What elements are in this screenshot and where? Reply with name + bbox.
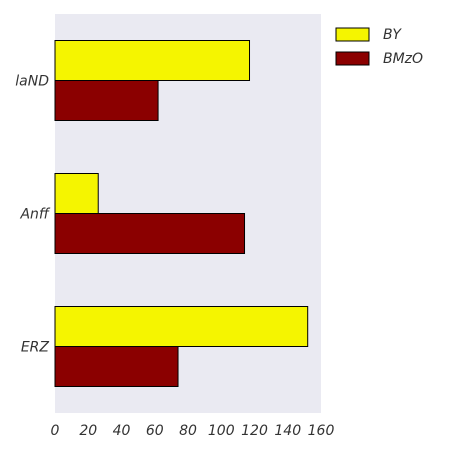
bar-by-land <box>54 40 251 81</box>
y-tick-label: ERZ <box>21 340 50 356</box>
legend-swatch <box>335 27 370 42</box>
y-tick-label: laND <box>15 74 49 90</box>
x-tick-labels: 0 20 40 60 80 100 120 140 160 <box>51 423 335 439</box>
legend: BY BMzO <box>335 27 423 67</box>
x-tick-label: 40 <box>113 423 131 439</box>
bar-bmzo-land <box>54 80 159 121</box>
bar-bmzo-erz <box>54 346 179 387</box>
x-tick-label: 120 <box>241 423 268 439</box>
bar-by-anff <box>54 173 99 214</box>
y-tick-labels: laND Anff ERZ <box>15 74 51 356</box>
bar-bmzo-anff <box>54 213 246 254</box>
legend-swatch <box>335 51 370 66</box>
legend-label: BY <box>383 27 402 43</box>
x-tick-label: 60 <box>146 423 164 439</box>
y-tick-label: Anff <box>19 207 50 223</box>
legend-label: BMzO <box>383 51 423 67</box>
bars-layer <box>54 40 309 387</box>
x-tick-label: 140 <box>274 423 301 439</box>
x-tick-label: 80 <box>179 423 197 439</box>
x-tick-label: 20 <box>79 423 97 439</box>
bar-by-erz <box>54 306 309 347</box>
x-tick-label: 0 <box>51 423 60 439</box>
x-tick-label: 100 <box>208 423 235 439</box>
x-tick-label: 160 <box>308 423 335 439</box>
